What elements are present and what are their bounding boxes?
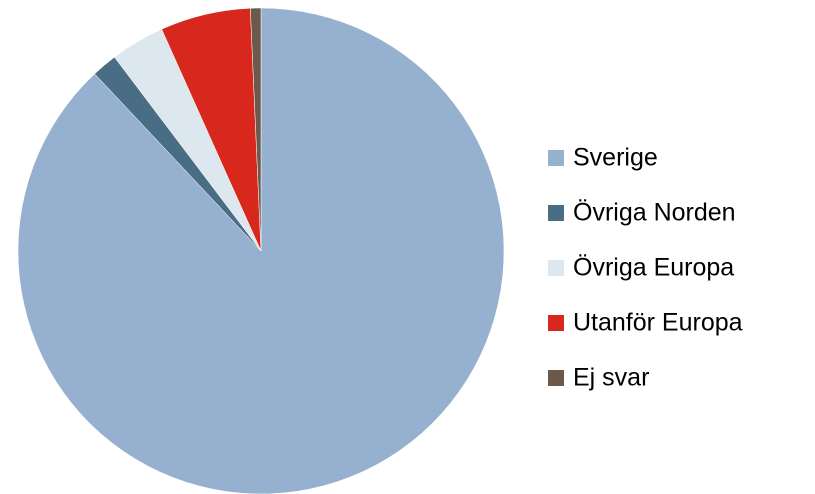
legend-swatch bbox=[548, 315, 564, 331]
legend-swatch bbox=[548, 260, 564, 276]
legend-label: Övriga Norden bbox=[573, 199, 736, 227]
legend-label: Utanför Europa bbox=[573, 309, 743, 337]
legend-label: Sverige bbox=[573, 144, 658, 172]
legend-label: Ej svar bbox=[573, 364, 649, 392]
legend-swatch bbox=[548, 205, 564, 221]
legend-label: Övriga Europa bbox=[573, 254, 734, 282]
legend-swatch bbox=[548, 370, 564, 386]
pie-slice bbox=[250, 7, 262, 252]
legend-swatch bbox=[548, 150, 564, 166]
